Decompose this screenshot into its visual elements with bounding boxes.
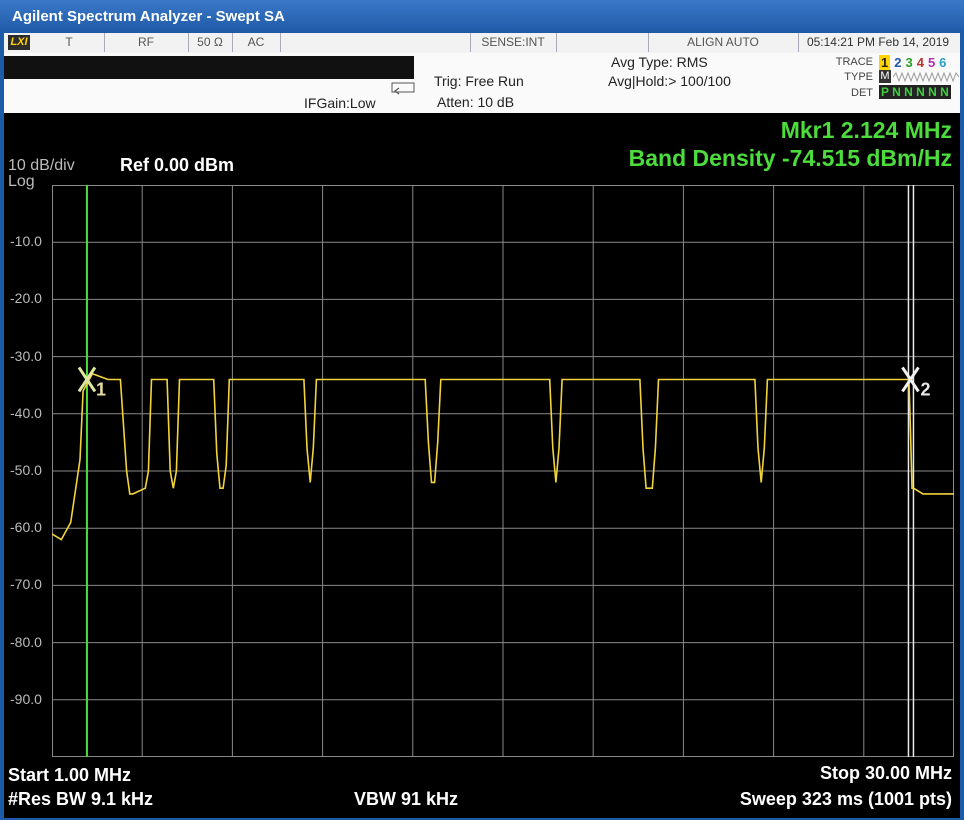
y-tick-label: -90.0 [10,691,42,707]
window-title: Agilent Spectrum Analyzer - Swept SA [12,8,285,25]
sweep-time: Sweep 323 ms (1001 pts) [740,789,952,810]
avg-hold-label: Avg|Hold:> 100/100 [608,73,731,89]
spectrum-plot[interactable]: 1 2 [52,185,954,757]
start-frequency: Start 1.00 MHz [8,765,131,786]
stop-frequency: Stop 30.00 MHz [820,763,952,784]
det-value: P N N N N N [879,85,951,99]
return-arrow-icon [391,82,415,96]
y-tick-label: -60.0 [10,519,42,535]
type-label: TYPE [829,71,873,83]
trigger-status: T [34,33,105,52]
message-strip [4,56,414,79]
trace-number-3[interactable]: 3 [905,55,912,70]
ref-level: Ref 0.00 dBm [120,155,234,176]
marker-frequency: Mkr1 2.124 MHz [781,117,952,144]
marker-band-density: Band Density -74.515 dBm/Hz [629,145,952,172]
title-bar: Agilent Spectrum Analyzer - Swept SA [0,0,964,33]
trace-number-6[interactable]: 6 [939,55,946,70]
lxi-badge: LXI [8,35,30,50]
trace-number-4[interactable]: 4 [917,55,924,70]
marker2-number: 2 [920,379,930,399]
align-status: ALIGN AUTO [648,33,799,52]
trace-number-2[interactable]: 2 [894,55,901,70]
settings-panel: IFGain:Low Trig: Free Run Atten: 10 dB A… [4,53,960,113]
y-tick-label: -40.0 [10,405,42,421]
log-label: Log [8,173,35,191]
y-tick-label: -80.0 [10,634,42,650]
trace-number-5[interactable]: 5 [928,55,935,70]
graticule [52,185,954,757]
avg-type-label: Avg Type: RMS [611,54,708,70]
status-blank-2 [556,33,649,52]
vbw: VBW 91 kHz [354,789,458,810]
spectrum-display[interactable]: Mkr1 2.124 MHz Band Density -74.515 dBm/… [4,113,960,818]
y-tick-label: -50.0 [10,462,42,478]
datetime: 05:14:21 PM Feb 14, 2019 [798,33,958,52]
det-label: DET [829,87,873,99]
trace-type-wave-icon [893,71,959,83]
y-tick-label: -30.0 [10,348,42,364]
ifgain-label: IFGain:Low [304,95,376,111]
status-bar: LXI T RF 50 Ω AC SENSE:INT ALIGN AUTO 05… [4,33,960,54]
trig-label: Trig: Free Run [434,73,524,89]
res-bw: #Res BW 9.1 kHz [8,789,153,810]
y-tick-label: -20.0 [10,290,42,306]
type-value: M [879,70,891,83]
input-impedance[interactable]: 50 Ω [188,33,233,52]
y-tick-label: -10.0 [10,233,42,249]
marker1-number: 1 [96,379,106,399]
status-blank-1 [280,33,471,52]
input-coupling[interactable]: AC [232,33,281,52]
input-rf[interactable]: RF [104,33,189,52]
atten-label: Atten: 10 dB [437,94,514,110]
trace-label: TRACE [829,56,873,68]
y-tick-label: -70.0 [10,576,42,592]
trace-number-1[interactable]: 1 [879,55,890,70]
sense-status: SENSE:INT [470,33,557,52]
